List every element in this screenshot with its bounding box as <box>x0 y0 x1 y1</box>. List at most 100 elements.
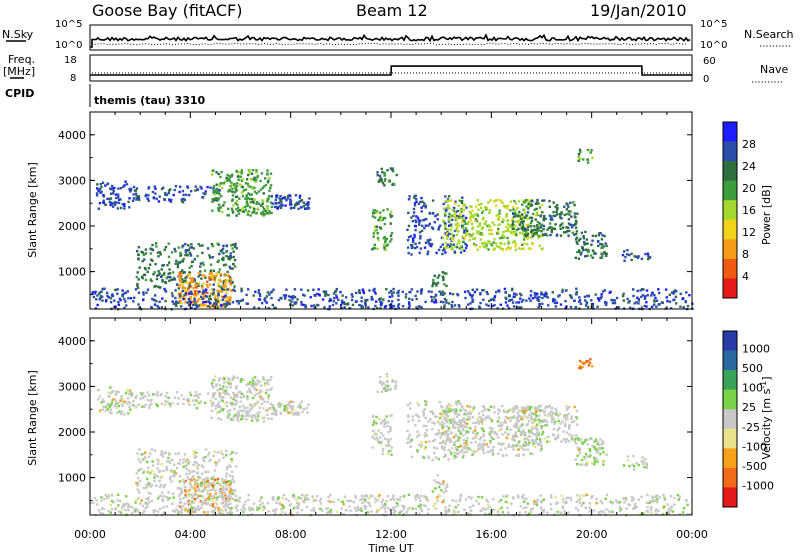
echo-cell <box>443 306 446 309</box>
echo-cell <box>565 212 569 216</box>
echo-cell <box>135 394 138 398</box>
echo-cell <box>197 284 200 288</box>
echo-cell <box>329 297 332 301</box>
power-scatter <box>91 148 694 311</box>
echo-cell <box>117 187 120 190</box>
echo-cell <box>414 225 417 228</box>
echo-cell <box>190 306 193 310</box>
echo-cell <box>480 496 484 499</box>
echo-cell <box>312 498 315 501</box>
echo-cell <box>229 383 232 386</box>
echo-cell <box>183 509 187 513</box>
echo-cell <box>285 288 288 291</box>
echo-cell <box>117 504 120 507</box>
echo-cell <box>647 510 650 514</box>
echo-cell <box>252 386 255 389</box>
echo-cell <box>267 394 270 397</box>
echo-cell <box>452 208 455 211</box>
cpid-label: CPID <box>5 87 34 100</box>
echo-cell <box>457 439 460 442</box>
echo-cell <box>580 504 583 507</box>
echo-cell <box>540 291 543 294</box>
echo-cell <box>200 187 203 190</box>
echo-cell <box>439 436 442 439</box>
echo-cell <box>264 391 268 394</box>
echo-cell <box>213 193 216 196</box>
echo-cell <box>499 448 502 452</box>
echo-cell <box>453 419 456 423</box>
echo-cell <box>415 245 419 249</box>
echo-cell <box>367 306 370 309</box>
echo-cell <box>520 447 524 450</box>
echo-cell <box>446 436 450 439</box>
echo-cell <box>229 465 232 468</box>
echo-cell <box>458 215 461 218</box>
echo-cell <box>374 304 377 308</box>
echo-cell <box>466 436 469 440</box>
echo-cell <box>191 496 194 500</box>
echo-cell <box>542 217 545 221</box>
echo-cell <box>512 497 515 500</box>
echo-cell <box>153 476 156 479</box>
echo-cell <box>466 222 470 225</box>
echo-cell <box>208 498 211 501</box>
echo-cell <box>163 271 166 275</box>
echo-cell <box>101 181 105 184</box>
echo-cell <box>147 491 150 494</box>
echo-cell <box>472 421 475 425</box>
echo-cell <box>267 382 270 386</box>
echo-cell <box>570 295 573 298</box>
echo-cell <box>134 501 137 504</box>
echo-cell <box>203 295 206 298</box>
echo-cell <box>497 232 500 235</box>
echo-cell <box>231 402 234 405</box>
echo-cell <box>451 293 455 296</box>
echo-cell <box>613 299 616 302</box>
echo-cell <box>216 242 219 245</box>
echo-cell <box>530 232 534 235</box>
echo-cell <box>230 470 234 473</box>
echo-cell <box>454 433 458 437</box>
echo-cell <box>221 210 224 214</box>
echo-cell <box>446 236 449 239</box>
echo-cell <box>192 509 195 512</box>
echo-cell <box>380 440 383 443</box>
echo-cell <box>167 242 170 245</box>
echo-cell <box>578 496 582 500</box>
echo-cell <box>171 271 175 274</box>
echo-cell <box>485 443 488 446</box>
echo-cell <box>541 302 544 305</box>
echo-cell <box>274 306 277 310</box>
echo-cell <box>520 247 523 250</box>
echo-cell <box>137 458 140 461</box>
echo-cell <box>135 192 138 195</box>
echo-cell <box>218 252 221 256</box>
echo-cell <box>191 260 194 264</box>
echo-cell <box>179 274 182 278</box>
echo-cell <box>618 505 621 509</box>
echo-cell <box>181 269 184 272</box>
echo-cell <box>512 424 516 428</box>
echo-cell <box>512 220 515 223</box>
echo-cell <box>189 478 192 481</box>
echo-cell <box>460 199 464 203</box>
echo-cell <box>577 152 581 156</box>
echo-cell <box>548 199 551 203</box>
echo-cell <box>484 220 488 223</box>
echo-cell <box>181 200 185 204</box>
echo-cell <box>256 412 259 415</box>
echo-cell <box>124 291 128 294</box>
echo-cell <box>123 203 126 206</box>
echo-cell <box>379 300 382 303</box>
echo-cell <box>522 494 525 497</box>
echo-cell <box>482 298 485 301</box>
echo-cell <box>248 414 251 417</box>
echo-cell <box>184 301 187 304</box>
echo-cell <box>289 200 293 203</box>
echo-cell <box>650 294 653 297</box>
echo-cell <box>116 288 119 291</box>
echo-cell <box>206 291 209 295</box>
echo-cell <box>506 207 509 210</box>
echo-cell <box>273 205 276 209</box>
echo-cell <box>219 285 223 289</box>
